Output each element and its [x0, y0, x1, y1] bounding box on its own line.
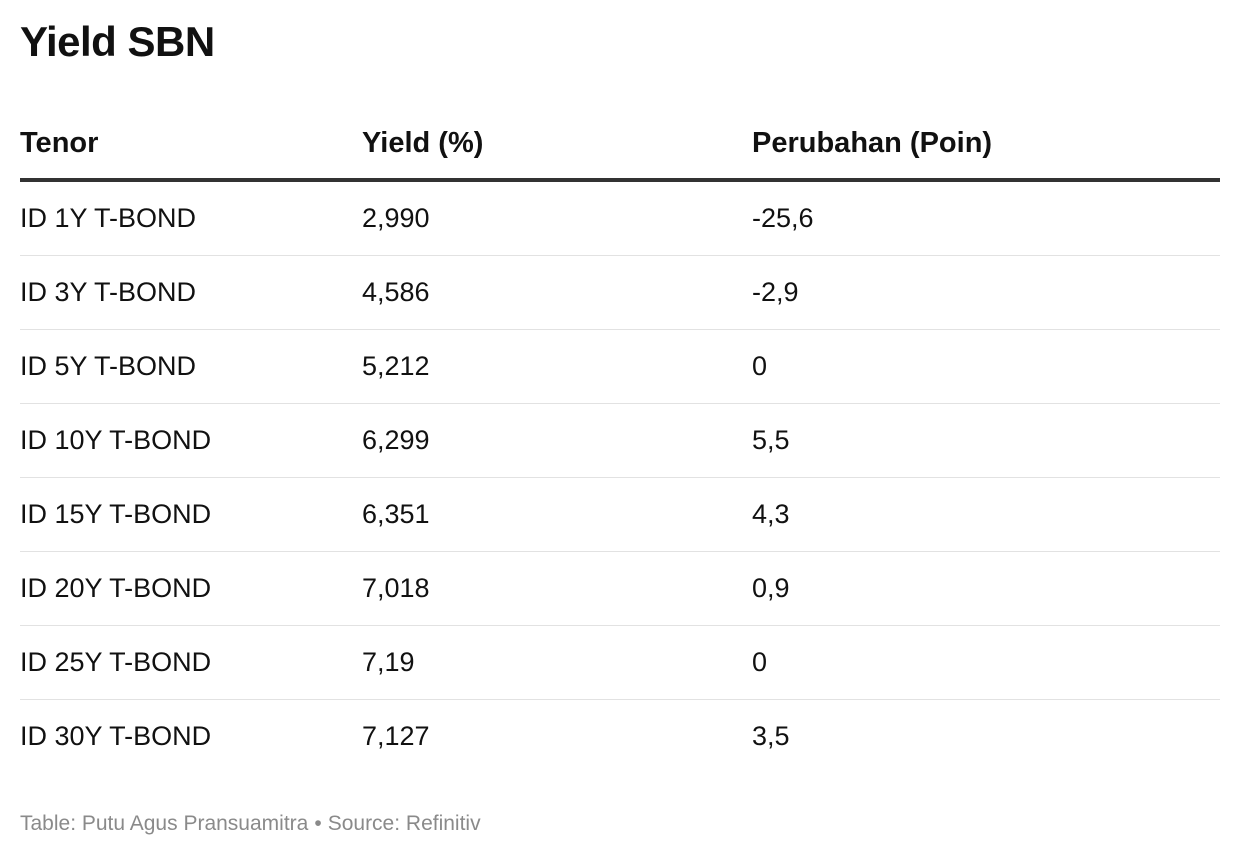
- yield-cell: 7,127: [362, 721, 430, 751]
- table-row: ID 25Y T-BOND 7,19 0: [20, 625, 1220, 700]
- source-credit: Source: Refinitiv: [327, 812, 481, 835]
- yield-table: Tenor Yield (%) Perubahan (Poin) ID 1Y T…: [20, 108, 1220, 773]
- footer-separator: •: [314, 812, 322, 835]
- change-cell: 4,3: [752, 477, 1220, 552]
- tenor-cell: ID 5Y T-BOND: [20, 329, 362, 404]
- column-header-tenor: Tenor: [20, 108, 362, 182]
- change-cell: 0: [752, 625, 1220, 700]
- table-credit: Table: Putu Agus Pransuamitra: [20, 812, 309, 835]
- change-cell: 0: [752, 329, 1220, 404]
- change-cell: -25,6: [752, 180, 1220, 256]
- table-row: ID 15Y T-BOND 6,351 4,3: [20, 477, 1220, 552]
- tenor-cell: ID 25Y T-BOND: [20, 625, 362, 700]
- tenor-cell: ID 10Y T-BOND: [20, 403, 362, 478]
- table-row: ID 1Y T-BOND 2,990 -25,6: [20, 180, 1220, 256]
- table-title: Yield SBN: [20, 18, 215, 65]
- change-cell: 0,9: [752, 551, 1220, 626]
- table-row: ID 20Y T-BOND 7,018 0,9: [20, 551, 1220, 626]
- change-cell: -2,9: [752, 255, 1220, 330]
- yield-cell: 6,299: [362, 403, 752, 478]
- tenor-cell: ID 3Y T-BOND: [20, 255, 362, 330]
- change-cell: 5,5: [752, 403, 1220, 478]
- yield-cell: 2,990: [362, 180, 752, 256]
- table-row: ID 3Y T-BOND 4,586 -2,9: [20, 255, 1220, 330]
- table-header: Tenor Yield (%) Perubahan (Poin): [20, 108, 1220, 182]
- table-footer: Table: Putu Agus Pransuamitra • Source: Re…: [20, 812, 481, 836]
- column-header-change: Perubahan (Poin): [752, 108, 1220, 182]
- header-row: Tenor Yield (%) Perubahan (Poin): [20, 108, 1220, 182]
- table-row: ID 10Y T-BOND 6,299 5,5: [20, 403, 1220, 478]
- table-body: ID 1Y T-BOND 2,990 -25,6 ID 3Y T-BOND 4,586-…: [20, 180, 1220, 773]
- tenor-cell: ID 30Y T-BOND: [20, 721, 212, 751]
- column-header-yield: Yield (%): [362, 108, 752, 182]
- tenor-cell: ID 1Y T-BOND: [20, 180, 362, 256]
- table-row: ID 5Y T-BOND 5,212 0: [20, 329, 1220, 404]
- yield-cell: 6,351: [362, 477, 752, 552]
- change-cell: 3,5: [752, 721, 790, 751]
- yield-cell: 4,586: [362, 255, 752, 330]
- tenor-cell: ID 20Y T-BOND: [20, 551, 362, 626]
- tenor-cell: ID 15Y T-BOND: [20, 477, 362, 552]
- yield-cell: 7,018: [362, 551, 752, 626]
- yield-cell: 5,212: [362, 329, 752, 404]
- table-row: ID 30Y T-BOND 7,127 3,5: [20, 700, 1220, 774]
- yield-cell: 7,19: [362, 625, 752, 700]
